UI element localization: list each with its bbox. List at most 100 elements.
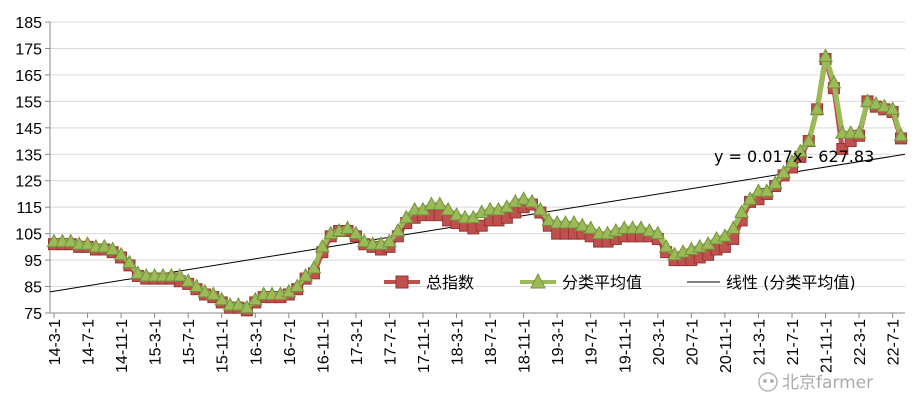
y-tick-label-185: 185 (15, 15, 42, 32)
point-category-22-5 (868, 95, 884, 110)
point-category-22-8 (893, 127, 909, 142)
point-category-20-1 (633, 220, 649, 234)
point-category-15-8 (189, 278, 204, 293)
point-category-16-1 (231, 297, 246, 311)
point-category-21-11 (818, 48, 833, 62)
point-category-18-3 (449, 207, 464, 221)
x-tick-label-15-7-1: 15-7-1 (181, 319, 198, 365)
point-category-17-8 (390, 222, 406, 237)
y-tick-label-175: 175 (15, 41, 42, 58)
x-tick-label-14-3-1: 14-3-1 (47, 319, 64, 365)
x-tick-label-18-7-1: 18-7-1 (483, 319, 500, 365)
point-category-16-10 (306, 259, 322, 274)
series-category (46, 48, 909, 314)
point-category-22-4 (860, 93, 875, 107)
grid-lines (50, 21, 905, 314)
x-tick-label-18-3-1: 18-3-1 (450, 319, 467, 365)
trendline-equation: y = 0.017x - 627.83 (714, 147, 874, 166)
point-category-21-4 (759, 183, 775, 197)
point-category-16-8 (289, 278, 305, 293)
legend-label-category: 分类平均值 (562, 273, 642, 292)
x-tick-label-21-11-1: 21-11-1 (819, 319, 836, 373)
axes (49, 22, 905, 314)
legend-label-index: 总指数 (426, 273, 474, 292)
point-category-21-1 (734, 204, 750, 218)
y-tick-label-155: 155 (15, 94, 42, 111)
point-category-20-12 (725, 220, 741, 234)
legend: 总指数 分类平均值 线性 (分类平均值) (384, 272, 856, 292)
point-category-19-1 (533, 201, 548, 216)
point-category-21-7 (784, 154, 800, 168)
point-category-15-1 (130, 265, 146, 279)
point-category-22-3 (851, 125, 867, 139)
point-category-15-10 (205, 286, 221, 300)
x-tick-label-17-7-1: 17-7-1 (382, 319, 399, 365)
legend-item-index: 总指数 (384, 273, 474, 292)
point-category-20-11 (717, 228, 733, 242)
x-tick-label-16-7-1: 16-7-1 (282, 319, 299, 365)
point-index-22-1 (836, 142, 849, 155)
point-category-19-6 (574, 217, 590, 232)
x-tick-label-22-7-1: 22-7-1 (886, 319, 903, 365)
y-axis-ticks: 75 85 95 105 115 125 135 145 155 165 175 185 (15, 15, 50, 323)
point-category-22-6 (876, 98, 892, 113)
watermark-text: 北京farmer (782, 373, 873, 393)
x-tick-label-20-7-1: 20-7-1 (684, 319, 701, 365)
point-category-19-7 (583, 220, 599, 234)
point-category-18-1 (432, 196, 448, 211)
point-category-18-12 (524, 193, 540, 208)
y-tick-label-135: 135 (15, 147, 42, 164)
x-tick-label-19-3-1: 19-3-1 (550, 319, 567, 365)
x-tick-label-22-3-1: 22-3-1 (852, 319, 869, 365)
point-category-20-4 (658, 238, 674, 253)
point-category-14-5 (63, 233, 79, 248)
point-category-14-10 (105, 241, 121, 256)
point-category-18-2 (440, 201, 456, 216)
point-category-17-3 (348, 225, 364, 240)
y-tick-label-105: 105 (15, 227, 42, 244)
point-category-17-7 (382, 233, 397, 248)
legend-item-trend: 线性 (分类平均值) (687, 273, 856, 292)
x-tick-label-15-11-1: 15-11-1 (215, 319, 232, 373)
x-tick-label-15-3-1: 15-3-1 (148, 319, 165, 365)
x-tick-label-21-3-1: 21-3-1 (751, 319, 768, 365)
x-tick-label-16-11-1: 16-11-1 (315, 319, 332, 373)
y-tick-label-85: 85 (24, 280, 42, 297)
x-axis-ticks: 14-3-1 14-7-1 14-11-1 15-3-1 15-7-1 15-11-1 16… (47, 313, 903, 373)
x-tick-label-14-11-1: 14-11-1 (114, 319, 131, 373)
x-tick-label-14-7-1: 14-7-1 (81, 319, 98, 365)
x-tick-label-20-3-1: 20-3-1 (651, 319, 668, 365)
x-tick-label-19-7-1: 19-7-1 (584, 319, 601, 365)
point-category-21-9 (801, 132, 817, 147)
point-category-21-6 (776, 164, 791, 179)
x-tick-label-17-11-1: 17-11-1 (416, 319, 433, 373)
point-category-14-9 (96, 238, 112, 253)
y-tick-label-125: 125 (15, 174, 42, 191)
point-category-21-5 (767, 175, 783, 189)
point-category-17-2 (340, 220, 355, 234)
point-category-21-8 (793, 143, 808, 158)
point-category-21-2 (742, 191, 758, 205)
point-category-21-12 (826, 74, 842, 89)
point-category-14-11 (113, 246, 129, 261)
point-category-17-9 (398, 209, 414, 224)
series (46, 48, 909, 317)
y-tick-label-115: 115 (16, 200, 42, 217)
legend-label-trend: 线性 (分类平均值) (726, 273, 856, 292)
x-tick-label-20-11-1: 20-11-1 (718, 319, 735, 373)
point-category-15-9 (197, 283, 213, 298)
point-category-14-7 (80, 236, 95, 250)
x-tick-label-21-7-1: 21-7-1 (785, 319, 802, 365)
point-category-15-11 (214, 291, 230, 306)
point-category-15-7 (180, 273, 196, 287)
point-category-14-12 (122, 254, 137, 269)
point-category-18-11 (516, 191, 531, 205)
point-category-19-2 (541, 212, 557, 226)
y-tick-label-145: 145 (15, 121, 42, 138)
point-category-16-9 (298, 267, 313, 282)
point-category-20-3 (650, 225, 666, 240)
watermark: 北京farmer (758, 372, 873, 393)
y-tick-label-95: 95 (24, 253, 42, 270)
x-tick-label-19-11-1: 19-11-1 (617, 319, 634, 373)
